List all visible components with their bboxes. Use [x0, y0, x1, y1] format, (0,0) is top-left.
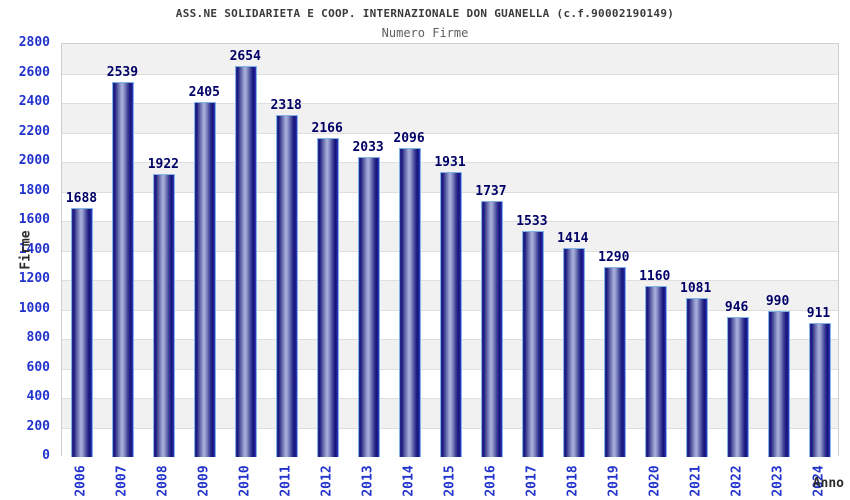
- chart-title: ASS.NE SOLIDARIETA E COOP. INTERNAZIONAL…: [175, 7, 675, 20]
- y-tick-label: 1600: [18, 212, 50, 227]
- x-tick-label: 2023: [770, 465, 786, 497]
- bar-value-label: 2033: [352, 140, 384, 156]
- bar: [112, 82, 135, 457]
- y-axis-title: Firme: [18, 230, 34, 270]
- bar: [276, 115, 299, 457]
- y-tick-label: 2400: [18, 94, 50, 109]
- bar-value-label: 2539: [106, 65, 139, 81]
- bar-value-label: 2166: [311, 120, 343, 136]
- x-tick-label: 2011: [278, 465, 294, 497]
- x-tick-label: 2008: [155, 465, 171, 497]
- x-tick-label: 2009: [196, 465, 212, 497]
- x-axis-title: Anno: [812, 476, 844, 491]
- bar: [399, 147, 422, 457]
- y-tick-label: 1000: [18, 300, 50, 316]
- bar: [317, 137, 340, 457]
- bar-value-label: 1290: [598, 249, 630, 265]
- plot-band: [62, 44, 838, 74]
- x-tick-label: 2010: [237, 465, 253, 497]
- bar: [194, 102, 217, 457]
- y-tick-label: 2600: [18, 64, 50, 80]
- bar: [808, 322, 831, 457]
- y-tick-label: 0: [42, 448, 50, 463]
- bar: [235, 65, 258, 457]
- x-tick-label: 2014: [401, 465, 417, 497]
- gridline: [62, 103, 838, 104]
- bar: [358, 157, 381, 457]
- y-tick-label: 1800: [18, 182, 50, 198]
- bar-value-label: 1081: [680, 280, 712, 296]
- bar: [440, 172, 462, 457]
- y-tick-label: 1400: [18, 241, 50, 257]
- bar: [685, 297, 708, 457]
- bar-value-label: 2405: [188, 85, 220, 101]
- y-tick-label: 200: [26, 418, 50, 434]
- bar-value-label: 1688: [65, 191, 98, 207]
- y-tick-label: 400: [26, 389, 50, 404]
- gridline: [62, 162, 838, 163]
- bar: [71, 208, 94, 457]
- bar-value-label: 2096: [393, 130, 425, 146]
- bar-value-label: 1160: [639, 268, 671, 284]
- bar-value-label: 911: [806, 305, 831, 321]
- x-tick-label: 2007: [114, 465, 130, 497]
- chart-subtitle: Numero Firme: [381, 26, 469, 40]
- x-tick-label: 2016: [483, 465, 499, 497]
- bar: [521, 230, 544, 457]
- plot-band: [62, 103, 838, 133]
- x-tick-label: 2020: [647, 465, 663, 497]
- y-tick-label: 1200: [18, 271, 50, 286]
- y-tick-label: 600: [26, 359, 50, 375]
- x-tick-label: 2006: [73, 465, 89, 497]
- bar-value-label: 2318: [270, 98, 302, 114]
- bar: [767, 310, 790, 457]
- y-tick-label: 800: [26, 330, 50, 345]
- x-tick-label: 2012: [319, 465, 335, 497]
- y-tick-label: 2200: [18, 123, 50, 139]
- x-tick-label: 2021: [688, 465, 704, 497]
- x-tick-label: 2022: [729, 465, 745, 497]
- bar-value-label: 1414: [557, 231, 589, 247]
- bar-value-label: 990: [765, 293, 790, 309]
- bar: [153, 173, 176, 457]
- x-tick-label: 2013: [360, 465, 376, 497]
- y-tick-label: 2800: [18, 35, 50, 50]
- x-tick-label: 2015: [442, 465, 458, 497]
- bar-value-label: 1922: [147, 156, 180, 172]
- gridline: [62, 73, 838, 75]
- y-tick-label: 2000: [18, 153, 50, 168]
- bar-value-label: 946: [724, 300, 749, 316]
- bar: [644, 285, 667, 457]
- bar: [480, 200, 503, 457]
- bar-value-label: 2654: [229, 48, 261, 64]
- plot-area: [61, 43, 839, 457]
- bar: [726, 317, 749, 457]
- bar-value-label: 1737: [475, 183, 507, 199]
- gridline: [62, 132, 838, 134]
- bar: [603, 266, 626, 457]
- bar-value-label: 1931: [434, 155, 466, 171]
- plot-band: [62, 73, 838, 103]
- x-tick-label: 2019: [606, 465, 622, 497]
- x-tick-label: 2017: [524, 465, 540, 497]
- x-tick-label: 2018: [565, 465, 581, 497]
- bar-value-label: 1533: [516, 213, 548, 229]
- plot-band: [62, 132, 838, 162]
- bar: [562, 248, 585, 457]
